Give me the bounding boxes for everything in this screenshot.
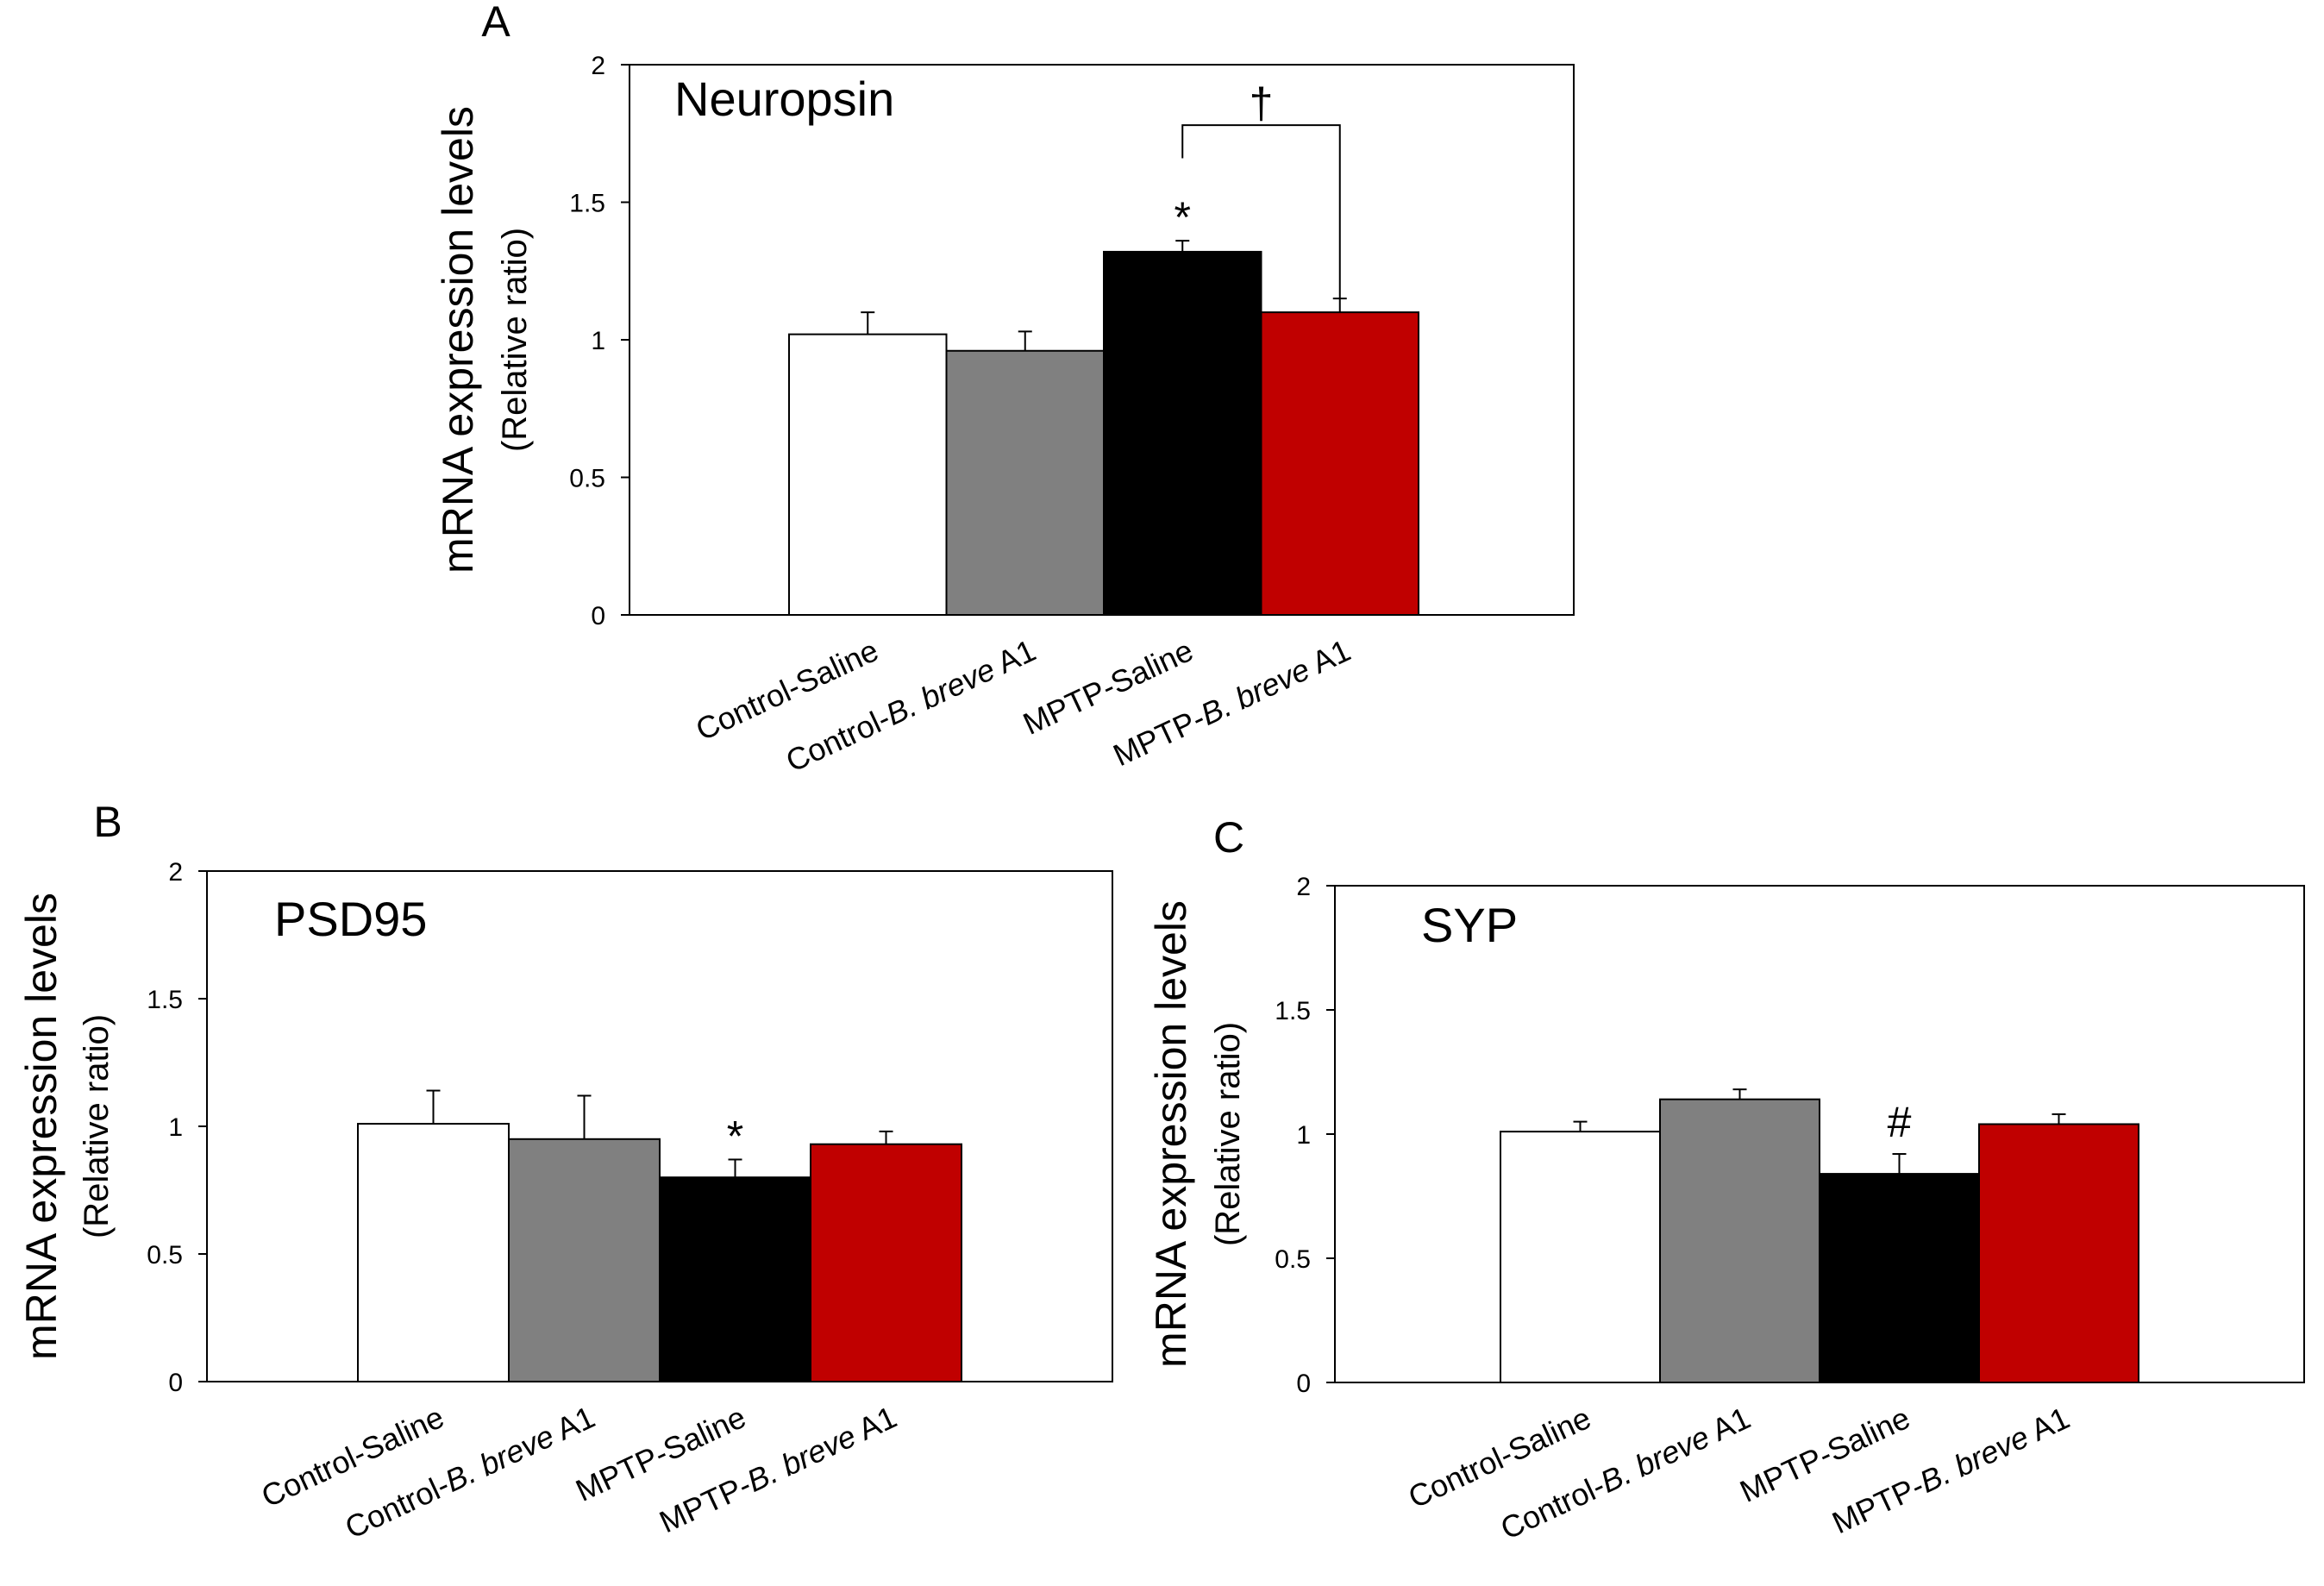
panel-a: A Neuropsin mRNA expression levels (Relativ… [434,0,1575,779]
x-tick-label-part: Control- [780,700,895,779]
bar [659,1176,811,1382]
panel-letter: C [1213,813,1244,862]
x-tick-label-part: Control- [1495,1468,1610,1546]
y-axis-label: mRNA expression levels [17,893,66,1360]
x-tick-label-part: B. breve [1595,1419,1715,1500]
bar [810,1143,962,1382]
panel-b: B PSD95 mRNA expression levels (Relative ra… [17,798,1113,1545]
bar [1659,1098,1820,1384]
y-tick-label: 0 [1296,1370,1311,1398]
significance-marker: * [1175,193,1191,241]
y-tick-label: 1 [168,1113,183,1142]
y-tick-label: 0.5 [147,1241,183,1269]
x-tick-label-part: MPTP- [1826,1468,1929,1540]
y-tick-label: 0 [168,1369,183,1397]
bar [357,1123,510,1383]
bar [788,333,948,616]
bracket-marker: † [1250,79,1274,128]
y-axis-sublabel: (Relative ratio) [78,1014,116,1238]
y-axis-label: mRNA expression levels [434,106,482,574]
y-axis-sublabel: (Relative ratio) [1209,1022,1247,1246]
bar [1103,250,1262,616]
panel-letter: B [93,798,122,846]
x-tick-label-part: B. breve [742,1418,861,1499]
y-tick-label: 1 [591,327,605,355]
x-tick-label-part: MPTP- [1108,700,1211,773]
x-tick-label-part: B. breve [1914,1419,2034,1500]
significance-marker: # [1888,1098,1912,1146]
significance-marker: * [727,1112,743,1160]
panel-c: C SYP mRNA expression levels (Relative rati… [1147,813,2305,1546]
y-tick-label: 1.5 [147,986,183,1014]
x-tick-label-part: B. breve [880,651,1000,732]
bar [1500,1131,1661,1383]
x-tick-label-part: Control- [340,1467,454,1545]
chart-title: PSD95 [274,892,427,946]
y-tick-label: 2 [1296,873,1311,901]
bar [945,349,1105,616]
y-tick-label: 0.5 [1275,1245,1311,1274]
x-tick-label-part: B. breve [1195,651,1315,732]
plot-frame [206,870,1113,1382]
x-tick-label-part: MPTP- [654,1467,756,1539]
y-axis-label: mRNA expression levels [1147,900,1195,1368]
bar [508,1138,661,1383]
panel-letter: A [481,0,511,46]
plot-frame [629,64,1575,616]
y-tick-label: 0.5 [569,465,605,493]
chart-title: SYP [1421,898,1518,952]
bar [1260,311,1419,616]
y-tick-label: 1.5 [569,190,605,218]
plot-frame [1334,885,2305,1383]
y-tick-label: 2 [168,858,183,887]
x-tick-label: Control-B. breve A1 [340,1399,600,1545]
y-tick-label: 0 [591,602,605,630]
y-tick-label: 1.5 [1275,997,1311,1025]
significance-bracket [1181,124,1341,299]
y-tick-label: 2 [591,52,605,80]
y-axis-sublabel: (Relative ratio) [496,228,534,452]
y-tick-label: 1 [1296,1121,1311,1150]
x-tick-label-part: B. breve [440,1418,560,1499]
bar [1978,1123,2139,1383]
bar [1819,1173,1980,1383]
chart-title: Neuropsin [674,72,894,126]
